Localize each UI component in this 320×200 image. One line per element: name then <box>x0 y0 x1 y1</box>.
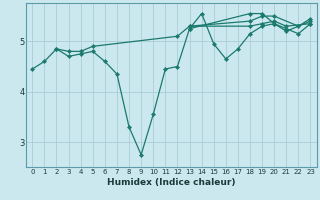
X-axis label: Humidex (Indice chaleur): Humidex (Indice chaleur) <box>107 178 236 187</box>
